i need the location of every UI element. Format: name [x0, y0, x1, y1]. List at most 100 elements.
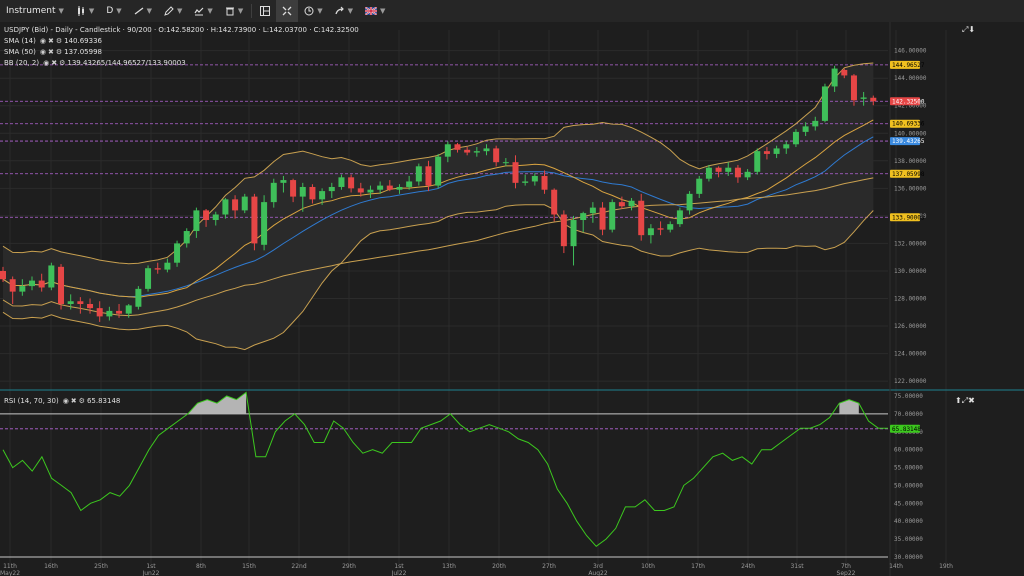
time-axis-month-label: Jun22: [141, 570, 159, 576]
sma50-value: 137.05998: [64, 48, 102, 56]
candle-body: [0, 270, 6, 280]
time-axis-month-label: Sep22: [837, 570, 856, 576]
delete-button[interactable]: ▼: [219, 0, 249, 22]
candle-body: [67, 301, 74, 305]
chevron-down-icon: ▼: [347, 7, 353, 15]
sma14-value: 140.69336: [64, 37, 102, 45]
candle-body: [696, 178, 703, 194]
price-axis-label: 146.00000: [894, 48, 927, 55]
candle-body: [154, 268, 161, 270]
crosshair-icon: [282, 6, 292, 16]
indicators-button[interactable]: ▼: [188, 0, 218, 22]
candle-body: [483, 148, 490, 152]
time-axis-month-label: May22: [0, 570, 20, 576]
language-button[interactable]: ▼: [359, 0, 391, 22]
candle-body: [9, 279, 16, 292]
candle-body: [145, 268, 152, 289]
rsi-label: RSI (14, 70, 30): [4, 397, 59, 405]
timer-button[interactable]: ▼: [298, 0, 328, 22]
candle-body: [522, 181, 529, 183]
candle-body: [406, 181, 413, 187]
layout-icon: [260, 6, 271, 16]
share-button[interactable]: ▼: [329, 0, 359, 22]
chevron-down-icon: ▼: [237, 7, 244, 15]
instrument-legend-text: USDJPY (Bid) - Daily - Candlestick · 90/…: [4, 26, 359, 34]
candle-body: [29, 280, 36, 287]
candle-body: [106, 310, 113, 317]
eye-icon[interactable]: ◉: [39, 48, 46, 56]
eye-icon[interactable]: ◉: [39, 37, 46, 45]
time-axis-label: 7th: [841, 563, 851, 570]
candle-body: [609, 202, 616, 230]
price-axis-label: 136.00000: [894, 185, 927, 192]
candle-body: [319, 191, 326, 200]
time-axis-label: 8th: [196, 563, 206, 570]
chevron-down-icon: ▼: [88, 7, 95, 15]
close-icon[interactable]: ✖: [70, 397, 77, 405]
candle-body: [744, 171, 751, 178]
price-axis-label: 128.00000: [894, 296, 927, 303]
candle-body: [618, 202, 625, 207]
candle-body: [647, 228, 654, 236]
rsi-axis-label: 40.00000: [894, 518, 923, 525]
price-axis-label: 126.00000: [894, 323, 927, 330]
gear-icon[interactable]: ⚙: [55, 37, 63, 45]
rsi-legend: RSI (14, 70, 30) ◉ ✖ ⚙ 65.83148: [4, 397, 120, 405]
gear-icon[interactable]: ⚙: [55, 48, 63, 56]
rsi-axis-label: 30.00000: [894, 554, 923, 561]
candle-body: [125, 305, 132, 314]
time-axis-label: 11th: [3, 563, 17, 570]
chevron-down-icon: ▼: [207, 7, 213, 15]
candle-body: [628, 200, 635, 207]
candle-body: [435, 156, 442, 186]
candle-body: [531, 175, 538, 182]
sma50-legend: SMA (50) ◉ ✖ ⚙ 137.05998: [4, 48, 102, 56]
time-axis-label: 16th: [44, 563, 58, 570]
time-axis-label: 20th: [492, 563, 506, 570]
time-axis-label: 24th: [741, 563, 755, 570]
time-axis-label: 10th: [641, 563, 655, 570]
close-icon[interactable]: ✖: [51, 59, 58, 67]
indicators-icon: [194, 7, 204, 16]
candle-body: [638, 200, 645, 236]
instrument-selector[interactable]: Instrument ▼: [0, 0, 70, 22]
candle-body: [48, 265, 55, 288]
candle-body: [367, 189, 374, 193]
price-tag-bg: [890, 60, 920, 69]
bb-middle-line: [2, 136, 874, 298]
drawing-tools-button[interactable]: ▼: [128, 0, 158, 22]
rsi-axis-label: 75.00000: [894, 393, 923, 400]
rsi-tag-label: 65.83148: [892, 426, 921, 433]
bb-value: 139.43265/144.96527/133.90003: [67, 59, 186, 67]
bb-lower-line: [2, 204, 874, 351]
eye-icon[interactable]: ◉: [62, 397, 69, 405]
candle-body: [116, 310, 123, 314]
rsi-pane-controls[interactable]: ⬆⤢✖: [955, 396, 975, 405]
layout-button[interactable]: [254, 0, 276, 22]
candle-body: [870, 97, 877, 102]
bb-legend: BB (20, 2) ◉ ✖ ⚙ 139.43265/144.96527/133…: [4, 59, 186, 67]
candle-body: [193, 210, 200, 232]
crosshair-button[interactable]: [276, 0, 299, 22]
candle-body: [560, 214, 567, 247]
timeframe-selector[interactable]: D ▼: [100, 0, 127, 22]
gear-icon[interactable]: ⚙: [59, 59, 66, 67]
close-icon[interactable]: ✖: [47, 37, 54, 45]
expand-collapse-controls[interactable]: ⤢⬇: [962, 25, 976, 34]
chart-type-button[interactable]: ▼: [70, 0, 100, 22]
gear-icon[interactable]: ⚙: [78, 397, 85, 405]
candle-body: [850, 75, 857, 101]
uk-flag-icon: [364, 7, 377, 15]
price-axis-label: 142.00000: [894, 103, 927, 110]
candle-body: [309, 186, 316, 200]
time-axis-label: 1st: [146, 563, 156, 570]
candle-body: [715, 167, 722, 172]
eye-icon[interactable]: ◉: [43, 59, 50, 67]
candle-body: [551, 189, 558, 215]
measure-tool-button[interactable]: ▼: [158, 0, 188, 22]
candle-body: [203, 210, 210, 221]
price-tag-label: 133.90003: [892, 214, 925, 221]
price-axis-label: 132.00000: [894, 240, 927, 247]
close-icon[interactable]: ✖: [47, 48, 54, 56]
